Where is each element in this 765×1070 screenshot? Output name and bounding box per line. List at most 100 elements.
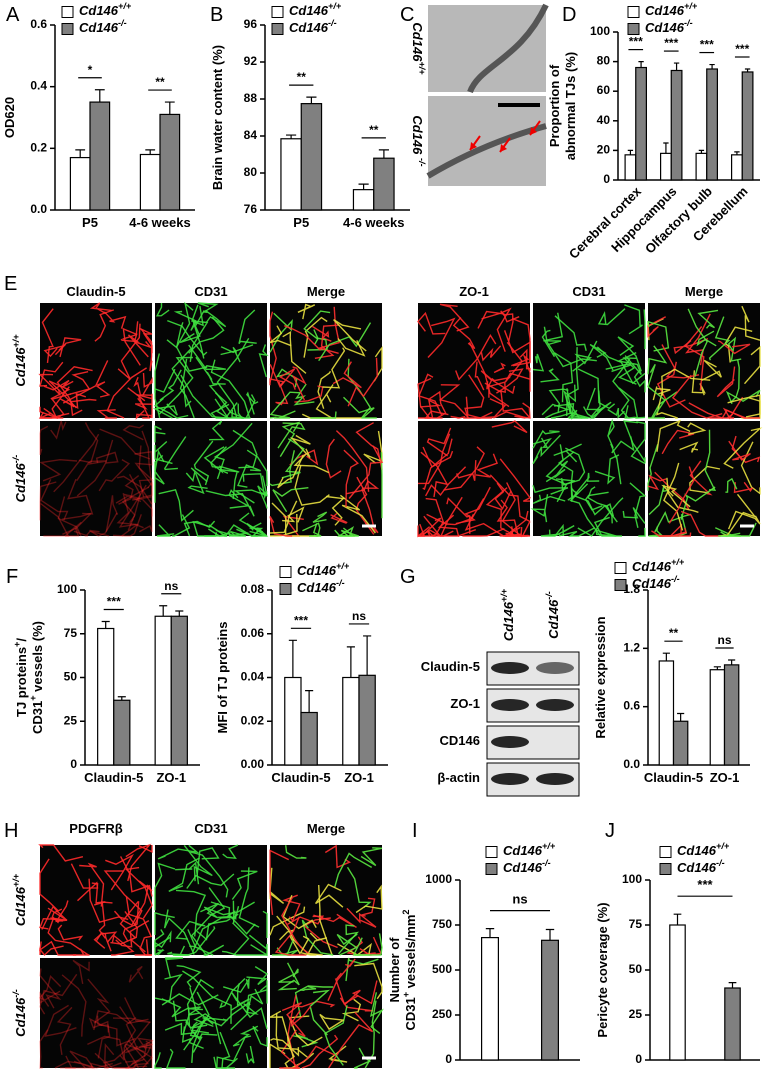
bar bbox=[89, 101, 111, 211]
vessel bbox=[258, 344, 269, 378]
vessel bbox=[133, 376, 153, 396]
vessel bbox=[41, 308, 54, 363]
sig-label: *** bbox=[735, 42, 749, 56]
vessel bbox=[43, 379, 74, 391]
vessel bbox=[39, 945, 64, 957]
vessel bbox=[332, 361, 362, 389]
bar bbox=[669, 924, 686, 1061]
x-tick-label: ZO-1 bbox=[710, 770, 740, 785]
legend-label: Cd146-/- bbox=[79, 18, 127, 35]
panel-letter: B bbox=[210, 4, 223, 26]
vessel bbox=[39, 425, 49, 456]
vessel bbox=[554, 352, 574, 403]
row-label: Cd146+/+ bbox=[11, 334, 28, 387]
vessel bbox=[292, 1045, 336, 1069]
legend-swatch bbox=[659, 863, 672, 875]
vessel bbox=[567, 401, 589, 419]
error-bar bbox=[638, 61, 644, 68]
vessel bbox=[291, 366, 307, 401]
vessel bbox=[69, 371, 91, 395]
vessel bbox=[219, 978, 246, 1009]
vessel bbox=[671, 374, 723, 419]
vessel bbox=[514, 402, 531, 419]
column-label: CD31 bbox=[572, 284, 605, 299]
vessel bbox=[334, 529, 360, 537]
vessel bbox=[222, 950, 267, 956]
vessel bbox=[189, 1017, 228, 1029]
vessel bbox=[689, 465, 721, 494]
vessel bbox=[214, 392, 229, 419]
vessel bbox=[39, 968, 62, 1009]
vessel bbox=[725, 477, 738, 493]
vessel bbox=[185, 467, 208, 483]
bar bbox=[724, 987, 741, 1061]
micrograph bbox=[40, 958, 152, 1068]
vessel bbox=[238, 867, 260, 928]
panel-letter: I bbox=[412, 820, 418, 842]
vessel bbox=[476, 411, 495, 419]
legend-label: Cd146+/+ bbox=[677, 841, 730, 858]
bar bbox=[624, 154, 637, 181]
vessel bbox=[541, 329, 556, 357]
vessel bbox=[355, 884, 383, 914]
legend-swatch bbox=[485, 863, 498, 875]
vessel bbox=[328, 1011, 374, 1069]
y-tick-label: 0 bbox=[635, 1052, 642, 1066]
vessel bbox=[741, 305, 761, 341]
y-tick-label: 50 bbox=[629, 962, 643, 976]
legend-swatch bbox=[61, 23, 74, 35]
vessel bbox=[58, 337, 82, 358]
lane-label: Cd146+/+ bbox=[499, 588, 516, 641]
vessel bbox=[545, 460, 569, 483]
vessel bbox=[574, 472, 600, 496]
row-label: Cd146-/- bbox=[11, 989, 28, 1037]
vessel bbox=[39, 990, 61, 1007]
vessel bbox=[197, 302, 219, 313]
vessel bbox=[128, 965, 144, 983]
vessel bbox=[154, 449, 165, 485]
vessel bbox=[210, 359, 251, 419]
vessel bbox=[277, 454, 304, 489]
y-axis-label: Proportion of bbox=[547, 64, 562, 147]
vessel bbox=[163, 909, 195, 955]
vessel bbox=[668, 466, 695, 524]
bar bbox=[69, 156, 91, 211]
y-tick-label: 88 bbox=[244, 91, 258, 105]
vessel bbox=[231, 870, 258, 900]
vessel bbox=[190, 851, 229, 898]
vessel bbox=[158, 488, 194, 522]
vessel bbox=[299, 985, 317, 992]
error-bar bbox=[94, 89, 105, 103]
micrograph bbox=[40, 421, 152, 536]
vessel bbox=[347, 358, 372, 419]
y-tick-label: 0.4 bbox=[30, 79, 47, 93]
vessel bbox=[139, 936, 152, 956]
vessel bbox=[337, 338, 366, 357]
vessel bbox=[610, 443, 622, 485]
vessel bbox=[95, 381, 111, 398]
vessel bbox=[124, 1043, 148, 1068]
micrograph bbox=[418, 303, 530, 418]
vessel bbox=[87, 978, 111, 1024]
bar bbox=[672, 720, 689, 766]
column-label: Merge bbox=[685, 284, 723, 299]
blot-label: β-actin bbox=[437, 770, 480, 785]
x-tick-label: ZO-1 bbox=[344, 770, 374, 785]
vessel bbox=[532, 485, 569, 495]
vessel bbox=[39, 940, 77, 956]
vessel bbox=[275, 381, 289, 406]
vessel bbox=[553, 443, 582, 463]
vessel bbox=[153, 397, 189, 419]
vessel bbox=[189, 1029, 218, 1041]
vessel bbox=[297, 303, 316, 320]
vessel bbox=[556, 477, 576, 490]
legend-swatch bbox=[614, 579, 627, 591]
vessel bbox=[216, 337, 250, 419]
vessel bbox=[275, 1012, 309, 1059]
y-tick-label: 100 bbox=[622, 872, 642, 886]
sig-label: *** bbox=[700, 38, 714, 52]
y-axis-label: CD31+ vessels/mm2 bbox=[401, 910, 418, 1031]
vessel bbox=[159, 369, 182, 401]
legend-label: Cd146-/- bbox=[289, 18, 337, 35]
vessel bbox=[671, 527, 692, 537]
